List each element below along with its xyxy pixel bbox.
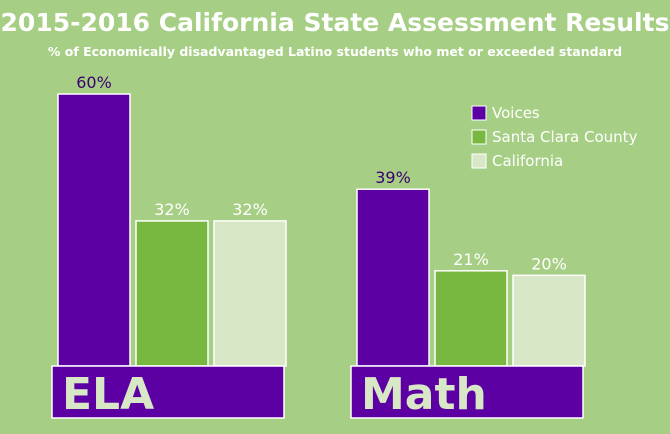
category-label-math: Math bbox=[361, 369, 487, 420]
legend-swatch-voices bbox=[471, 105, 487, 121]
data-label-math-california: 20% bbox=[531, 254, 567, 273]
legend-label-santa-clara-county: Santa Clara County bbox=[492, 128, 638, 146]
chart-subtitle: % of Economically disadvantaged Latino s… bbox=[48, 44, 622, 59]
category-band-math bbox=[350, 365, 584, 419]
legend-label-voices: Voices bbox=[492, 104, 540, 122]
legend: Voices Santa Clara County California bbox=[471, 104, 638, 170]
data-label-ela-santa-clara-county: 32% bbox=[154, 200, 190, 219]
bar-math-california bbox=[512, 274, 586, 367]
data-label-math-voices: 39% bbox=[375, 168, 411, 187]
chart-title: 2015-2016 California State Assessment Re… bbox=[1, 8, 670, 37]
bar-ela-voices bbox=[57, 93, 131, 367]
category-bands-group: ELA Math bbox=[51, 365, 584, 420]
data-label-ela-california: 32% bbox=[232, 200, 268, 219]
data-label-math-santa-clara-county: 21% bbox=[453, 250, 489, 269]
legend-label-california: California bbox=[492, 152, 563, 170]
category-label-ela: ELA bbox=[62, 369, 154, 420]
value-labels-group: 60% 32% 32% 39% 21% 20% bbox=[76, 73, 567, 273]
legend-swatch-santa-clara-county bbox=[471, 129, 487, 145]
category-band-ela bbox=[51, 365, 285, 419]
bar-math-santa-clara-county bbox=[434, 270, 508, 367]
bars-group bbox=[57, 93, 586, 367]
legend-swatch-california bbox=[471, 153, 487, 169]
bar-ela-santa-clara-county bbox=[135, 220, 209, 367]
bar-math-voices bbox=[356, 188, 430, 367]
bar-ela-california bbox=[213, 220, 287, 367]
data-label-ela-voices: 60% bbox=[76, 73, 112, 92]
